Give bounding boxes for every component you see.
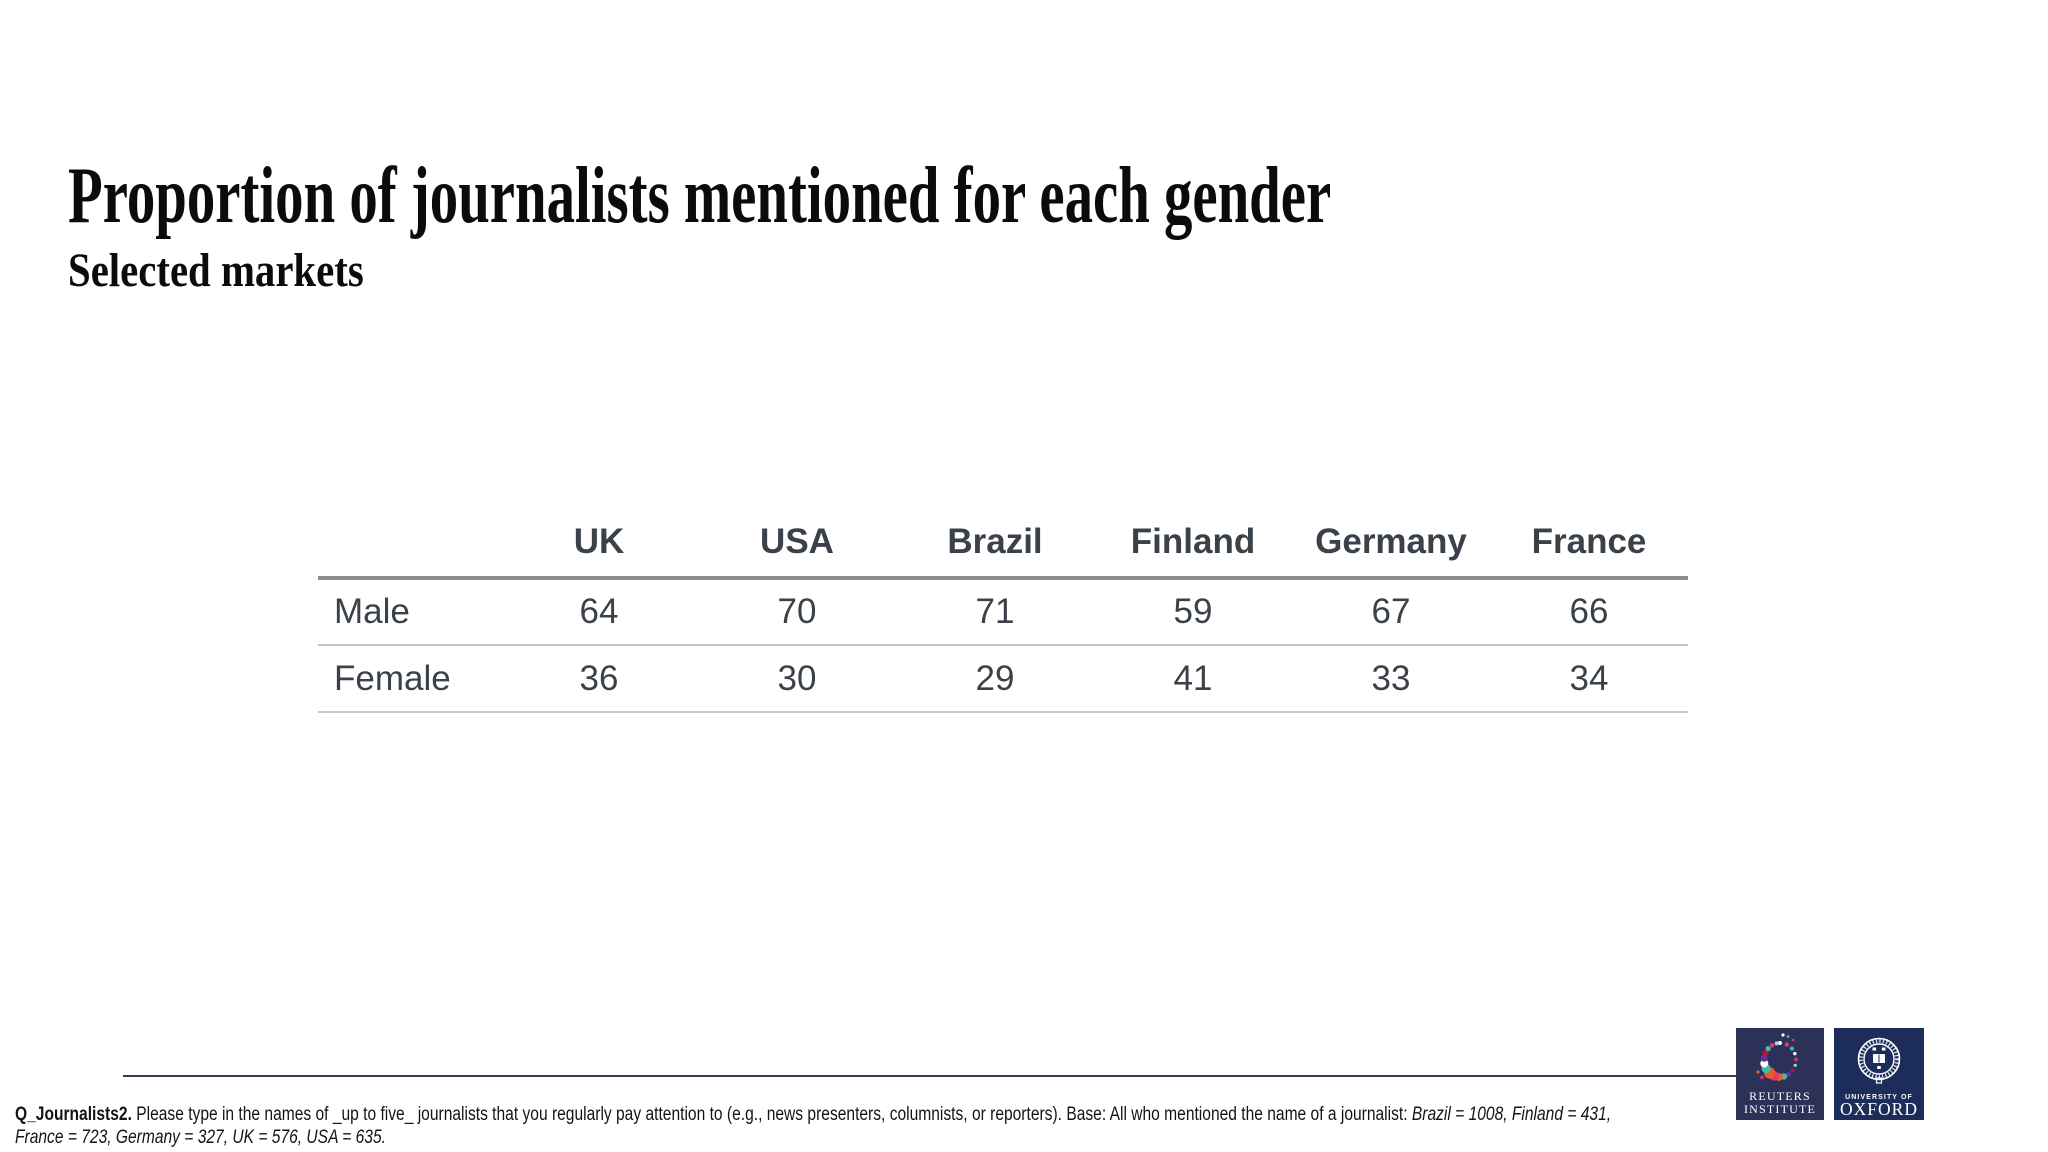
value-cell: 66 <box>1490 578 1688 646</box>
row-label: Female <box>318 645 500 713</box>
column-header: UK <box>500 508 698 580</box>
value-cell: 64 <box>500 578 698 646</box>
slide-title: Proportion of journalists mentioned for … <box>68 152 1332 240</box>
column-header: USA <box>698 508 896 580</box>
table-body: Male 64 70 71 59 67 66 Female 36 30 29 41 33 34 <box>318 578 1688 713</box>
value-cell: 41 <box>1094 645 1292 713</box>
reuters-wordmark-line1: REUTERS <box>1749 1089 1811 1103</box>
column-header: France <box>1490 508 1688 580</box>
reuters-dots-icon <box>1756 1033 1798 1081</box>
value-cell: 29 <box>896 645 1094 713</box>
value-cell: 67 <box>1292 578 1490 646</box>
footnote-question-id: Q_Journalists2. <box>15 1104 132 1125</box>
reuters-institute-logo: REUTERS INSTITUTE <box>1736 1028 1824 1120</box>
footnote-divider <box>123 1075 1739 1077</box>
table-row: Female 36 30 29 41 33 34 <box>318 645 1688 713</box>
column-header: Brazil <box>896 508 1094 580</box>
value-cell: 33 <box>1292 645 1490 713</box>
column-header-row: UK USA Brazil Finland Germany France <box>318 508 1688 580</box>
oxford-wordmark-line2: OXFORD <box>1840 1099 1918 1119</box>
reuters-wordmark-line2: INSTITUTE <box>1744 1102 1816 1116</box>
oxford-crest-icon <box>1857 1037 1901 1084</box>
value-cell: 30 <box>698 645 896 713</box>
table-row: Male 64 70 71 59 67 66 <box>318 578 1688 646</box>
footnote: Q_Journalists2. Please type in the names… <box>15 1103 1663 1149</box>
column-header: Germany <box>1292 508 1490 580</box>
value-cell: 71 <box>896 578 1094 646</box>
row-label: Male <box>318 578 500 646</box>
column-header: Finland <box>1094 508 1292 580</box>
slide-subtitle: Selected markets <box>68 244 364 297</box>
value-cell: 36 <box>500 645 698 713</box>
corner-cell <box>318 508 500 580</box>
value-cell: 59 <box>1094 578 1292 646</box>
oxford-university-logo: UNIVERSITY OF OXFORD <box>1834 1028 1924 1120</box>
footnote-question-text: Please type in the names of _up to five_… <box>131 1104 1412 1125</box>
journalist-gender-table: UK USA Brazil Finland Germany France Male 64 70… <box>318 508 1688 713</box>
value-cell: 34 <box>1490 645 1688 713</box>
value-cell: 70 <box>698 578 896 646</box>
oxford-wordmark-line1: UNIVERSITY OF <box>1845 1094 1913 1101</box>
footnote-base-sizes: Brazil = 1008, Finland = 431, France = 7… <box>15 1104 1612 1148</box>
